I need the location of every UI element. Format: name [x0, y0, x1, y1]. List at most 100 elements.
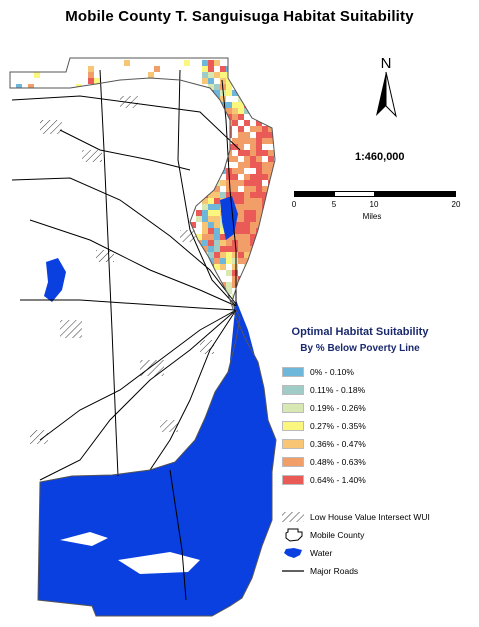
suitability-cell [112, 240, 118, 246]
suitability-cell [88, 432, 94, 438]
suitability-cell [178, 378, 184, 384]
suitability-cell [172, 378, 178, 384]
suitability-cell [112, 174, 118, 180]
suitability-cell [214, 354, 220, 360]
suitability-cell [22, 132, 28, 138]
legend-swatch [282, 367, 304, 377]
suitability-cell [142, 168, 148, 174]
suitability-cell [34, 72, 40, 78]
suitability-cell [220, 192, 226, 198]
suitability-cell [16, 192, 22, 198]
suitability-cell [256, 102, 262, 108]
suitability-cell [160, 288, 166, 294]
suitability-cell [214, 192, 220, 198]
suitability-cell [256, 132, 262, 138]
suitability-cell [220, 258, 226, 264]
scale-bar-segment [334, 191, 376, 197]
suitability-cell [274, 318, 276, 324]
suitability-cell [136, 408, 142, 414]
suitability-cell [202, 234, 208, 240]
suitability-cell [130, 462, 136, 468]
suitability-cell [88, 180, 94, 186]
scale-ratio: 1:460,000 [355, 151, 405, 163]
suitability-cell [154, 396, 160, 402]
legend-swatch [282, 403, 304, 413]
suitability-cell [64, 384, 70, 390]
suitability-cell [262, 288, 268, 294]
suitability-cell [142, 294, 148, 300]
suitability-cell [64, 402, 70, 408]
suitability-cell [58, 198, 64, 204]
suitability-cell [172, 318, 178, 324]
suitability-cell [214, 210, 220, 216]
suitability-cell [238, 114, 244, 120]
suitability-cell [250, 222, 256, 228]
suitability-cell [226, 240, 232, 246]
suitability-cell [214, 156, 220, 162]
suitability-cell [262, 138, 268, 144]
suitability-cell [202, 60, 208, 66]
scale-units: Miles [362, 212, 382, 221]
suitability-cell [202, 216, 208, 222]
suitability-cell [274, 72, 276, 78]
suitability-cell [112, 306, 118, 312]
suitability-cell [238, 234, 244, 240]
major-road [20, 299, 237, 311]
suitability-cell [262, 282, 268, 288]
suitability-cell [208, 234, 214, 240]
suitability-cell [34, 240, 40, 246]
suitability-cell [208, 66, 214, 72]
suitability-cell [238, 84, 244, 90]
suitability-cell [274, 96, 276, 102]
suitability-cell [106, 444, 112, 450]
suitability-cell [172, 228, 178, 234]
suitability-cell [166, 318, 172, 324]
suitability-cell [172, 204, 178, 210]
suitability-cell [244, 108, 250, 114]
suitability-cell [118, 288, 124, 294]
suitability-cell [148, 108, 154, 114]
suitability-cell [226, 84, 232, 90]
suitability-cell [256, 258, 262, 264]
suitability-cell [226, 192, 232, 198]
suitability-cell [220, 354, 226, 360]
suitability-cell [10, 408, 16, 414]
suitability-cell [250, 144, 256, 150]
suitability-cell [172, 252, 178, 258]
suitability-cell [232, 282, 238, 288]
suitability-cell [40, 366, 46, 372]
suitability-cell [226, 252, 232, 258]
wui-area [30, 430, 48, 444]
suitability-cell [208, 168, 214, 174]
suitability-cell [232, 168, 238, 174]
major-road [29, 219, 237, 307]
suitability-cell [214, 84, 220, 90]
suitability-cell [274, 186, 276, 192]
suitability-cell [184, 390, 190, 396]
suitability-cell [274, 258, 276, 264]
suitability-cell [268, 192, 274, 198]
suitability-cell [256, 96, 262, 102]
suitability-cell [28, 138, 34, 144]
suitability-cell [220, 156, 226, 162]
suitability-cell [22, 114, 28, 120]
suitability-cell [160, 252, 166, 258]
suitability-cell [262, 234, 268, 240]
north-arrow-label: N [381, 55, 392, 72]
suitability-cell [268, 288, 274, 294]
suitability-cell [238, 66, 244, 72]
suitability-cell [190, 354, 196, 360]
suitability-cell [262, 240, 268, 246]
suitability-cell [166, 246, 172, 252]
suitability-cell [70, 108, 76, 114]
suitability-cell [256, 198, 262, 204]
suitability-cell [250, 186, 256, 192]
legend-class-label: 0.27% - 0.35% [310, 421, 366, 431]
suitability-cell [238, 222, 244, 228]
suitability-cell [178, 264, 184, 270]
suitability-cell [100, 354, 106, 360]
suitability-cell [172, 384, 178, 390]
suitability-cell [244, 78, 250, 84]
suitability-cell [190, 84, 196, 90]
suitability-cell [244, 138, 250, 144]
